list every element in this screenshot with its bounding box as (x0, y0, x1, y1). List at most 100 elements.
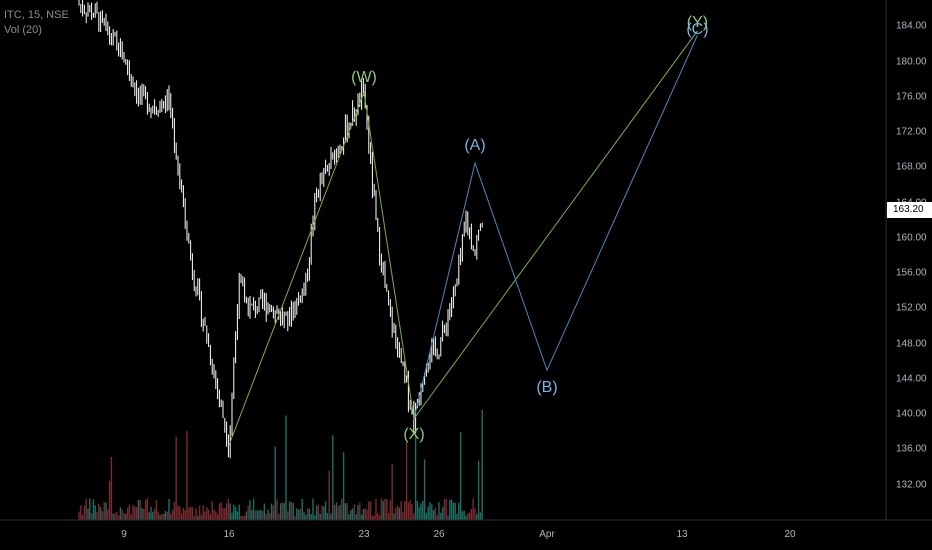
volume-bar (321, 505, 323, 520)
price-axis[interactable]: 132.00 136.00 140.00 144.00 148.00 152.00 156.… (886, 0, 932, 520)
volume-bar (301, 498, 303, 520)
volume-bar (225, 503, 228, 520)
volume-bar (204, 511, 206, 520)
volume-bar (360, 514, 363, 520)
price-tick: 180.00 (896, 56, 927, 68)
symbol-legend: ITC, 15, NSE (4, 9, 69, 21)
volume-bar (351, 508, 354, 520)
volume-bar (247, 505, 249, 520)
volume-bar (418, 507, 420, 520)
volume-bar (193, 515, 195, 520)
volume-bar (139, 499, 141, 520)
volume-bar (458, 502, 460, 520)
volume-bar (414, 436, 417, 520)
volume-bar (128, 504, 131, 520)
volume-bar (96, 511, 98, 520)
volume-bar (234, 506, 237, 520)
volume-bar (254, 510, 257, 520)
volume-bar (422, 500, 424, 520)
volume-bar (449, 500, 451, 520)
volume-bar (438, 502, 440, 520)
volume-bar (312, 498, 314, 520)
volume-bar (90, 513, 93, 520)
volume-bar (198, 505, 201, 520)
volume-bar (272, 505, 275, 520)
volume-bar (391, 463, 393, 520)
volume-bar (267, 509, 269, 520)
volume-bar (317, 504, 320, 520)
volume-bar (153, 508, 156, 520)
volume-bar (150, 506, 152, 520)
volume-bar (130, 514, 132, 520)
volume-bar (207, 509, 210, 520)
volume-bar (238, 504, 240, 520)
volume-bar (337, 506, 339, 520)
volume-bar (310, 514, 312, 520)
volume-bar (135, 507, 138, 520)
price-tick: 152.00 (896, 302, 927, 314)
volume-bar (78, 511, 80, 520)
volume-bar (350, 510, 352, 520)
volume-bar (357, 505, 359, 520)
volume-bar (189, 506, 192, 520)
time-axis[interactable]: 9 16 23 26 Apr 13 20 (0, 520, 886, 550)
wave-wxy-line[interactable] (228, 30, 698, 446)
volume-bar (202, 505, 204, 520)
volume-bar (251, 510, 253, 520)
volume-bar (396, 505, 399, 520)
volume-bar (369, 501, 372, 520)
volume-bar (299, 508, 302, 520)
volume-bar (303, 512, 305, 520)
volume-bar (362, 509, 365, 520)
volume-bar (339, 504, 341, 520)
volume-bar (245, 511, 248, 520)
volume-bar (479, 512, 482, 520)
volume-bar (342, 452, 345, 520)
volume-bar (123, 513, 125, 520)
volume-bar (80, 505, 82, 520)
wave-label: (Y) (686, 13, 709, 31)
volume-bar (389, 500, 392, 520)
volume-bar (279, 503, 282, 520)
volume-bar (110, 457, 113, 520)
volume-bar (324, 501, 327, 520)
volume-bar (215, 511, 217, 520)
volume-bar (384, 498, 386, 520)
volume-bar (125, 514, 127, 520)
volume-bar (103, 502, 105, 520)
volume-bar (432, 510, 435, 520)
volume-bar (333, 504, 336, 520)
volume-bar (461, 511, 464, 520)
volume-bar (346, 502, 348, 520)
volume-bar (175, 436, 177, 520)
price-tick: 176.00 (896, 91, 927, 103)
volume-bar (472, 498, 474, 520)
wave-label: (B) (536, 379, 558, 397)
volume-bar (107, 509, 109, 520)
volume-bar (443, 499, 446, 520)
time-tick: 13 (676, 529, 688, 540)
volume-bar (283, 502, 285, 520)
volume-bar (368, 501, 370, 520)
volume-bar (274, 446, 276, 520)
volume-bar (348, 514, 350, 520)
volume-bar (405, 442, 408, 520)
volume-bar (99, 507, 102, 520)
volume-bar (366, 509, 368, 520)
wave-abc-line[interactable] (413, 35, 698, 419)
volume-bar (148, 512, 150, 520)
volume-bar (206, 507, 208, 520)
volume-bar (476, 513, 478, 520)
volume-bar (477, 460, 480, 520)
wave-label: (C) (686, 21, 709, 39)
volume-bar (364, 508, 366, 520)
elliott-wave-lines[interactable] (228, 30, 698, 446)
volume-bar (116, 511, 118, 520)
volume-bar (220, 502, 222, 520)
volume-bar (423, 459, 426, 520)
volume-bar (305, 514, 307, 520)
volume-bar (445, 498, 447, 520)
volume-bar (182, 507, 185, 520)
volume-bar (404, 501, 406, 520)
